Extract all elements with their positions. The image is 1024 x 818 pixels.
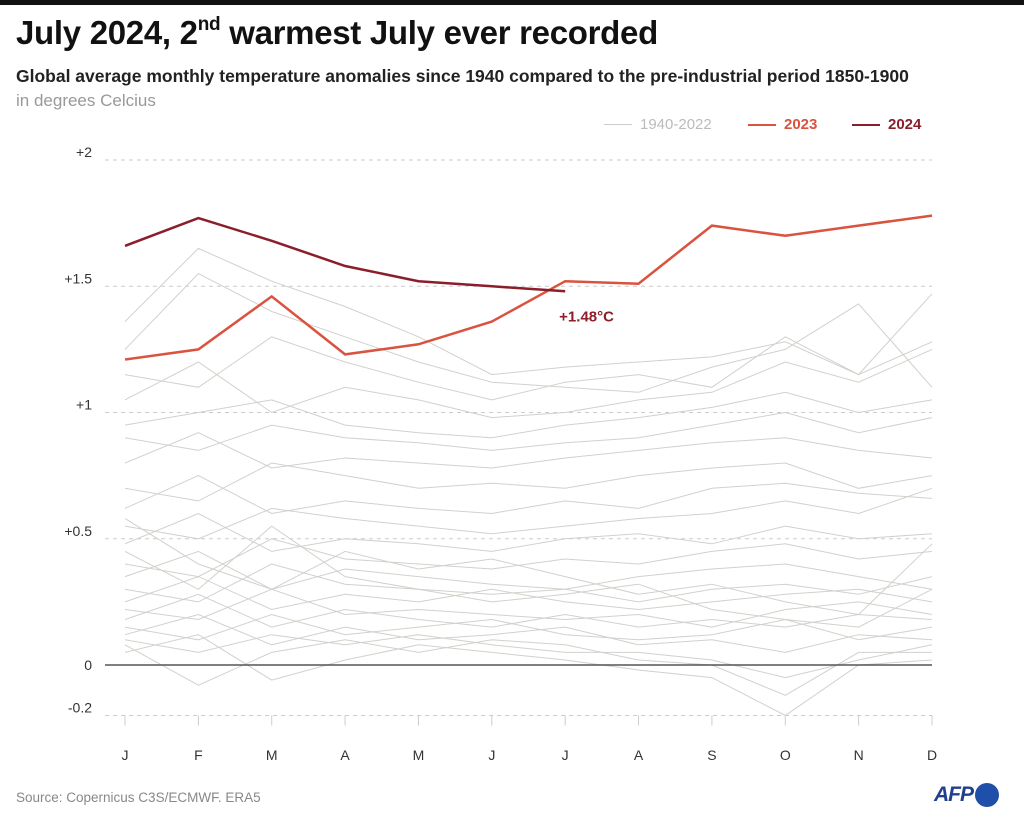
x-tick-label: A: [634, 747, 644, 763]
legend-swatch: [604, 124, 632, 125]
background-series-line: [124, 487, 933, 540]
background-series-line: [124, 432, 933, 469]
legend-swatch: [748, 123, 776, 126]
y-tick-label: +0.5: [64, 523, 92, 539]
x-tick-label: M: [413, 747, 425, 763]
background-series-line: [124, 563, 933, 603]
x-tick-label: J: [562, 747, 569, 763]
chart-subtitle: Global average monthly temperature anoma…: [16, 66, 909, 86]
background-series-line: [124, 613, 933, 641]
background-series-line: [124, 634, 933, 717]
x-tick-label: O: [780, 747, 791, 763]
background-series-line: [124, 272, 933, 393]
source-note: Source: Copernicus C3S/ECMWF. ERA5: [16, 790, 261, 805]
series-line-2024: [124, 216, 566, 293]
unit-label: in degrees Celcius: [16, 91, 156, 110]
legend-label: 2023: [784, 116, 818, 133]
y-tick-label: +2: [76, 144, 92, 160]
annotation-label: +1.48°C: [559, 308, 614, 325]
background-series-line: [124, 634, 933, 679]
background-series-line: [124, 593, 933, 628]
background-series-line: [124, 348, 933, 419]
background-series-line: [124, 462, 933, 502]
legend-item-2023: 2023: [748, 116, 817, 133]
background-series-line: [124, 475, 933, 515]
legend-item-2024: 2024: [852, 116, 921, 133]
x-tick-label: D: [927, 747, 937, 763]
chart-title: July 2024, 2nd warmest July ever recorde…: [16, 14, 658, 52]
x-tick-label: J: [488, 747, 495, 763]
y-tick-label: 0: [84, 657, 92, 673]
legend-label: 2024: [888, 116, 922, 133]
x-tick-label: N: [854, 747, 864, 763]
background-series-line: [124, 336, 933, 401]
background-series-line: [124, 391, 933, 439]
x-tick-label: M: [266, 747, 278, 763]
series-line-2023: [124, 214, 933, 361]
background-series-line: [124, 588, 933, 628]
x-tick-label: A: [340, 747, 350, 763]
legend-label: 1940-2022: [640, 116, 712, 133]
y-tick-label: +1.5: [64, 270, 92, 286]
legend-item-background: 1940-2022: [604, 116, 712, 133]
afp-logo-dot: [975, 783, 999, 807]
top-bar: [0, 0, 1024, 5]
x-tick-label: S: [707, 747, 716, 763]
y-tick-label: +1: [76, 397, 92, 413]
afp-logo: AFP: [934, 783, 999, 807]
x-tick-label: J: [122, 747, 129, 763]
title-text-end: warmest July ever recorded: [220, 14, 658, 51]
legend-swatch: [852, 123, 880, 126]
background-series-line: [124, 538, 933, 578]
background-series-line: [124, 550, 933, 590]
background-series-line: [124, 518, 933, 616]
title-text: July 2024, 2: [16, 14, 198, 51]
background-series-line: [124, 639, 932, 696]
background-series-line: [124, 525, 933, 628]
title-superscript: nd: [197, 14, 221, 35]
y-tick-label: -0.2: [68, 700, 92, 716]
background-series-line: [124, 247, 933, 376]
background-series-line: [124, 613, 933, 653]
afp-logo-text: AFP: [934, 783, 974, 806]
background-series-line: [124, 411, 933, 451]
background-series-line: [124, 576, 933, 611]
x-tick-label: F: [194, 747, 203, 763]
